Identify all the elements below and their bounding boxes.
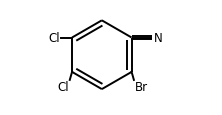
Text: Cl: Cl — [48, 32, 60, 45]
Text: Br: Br — [135, 81, 148, 94]
Text: Cl: Cl — [57, 81, 69, 94]
Text: N: N — [154, 32, 163, 45]
